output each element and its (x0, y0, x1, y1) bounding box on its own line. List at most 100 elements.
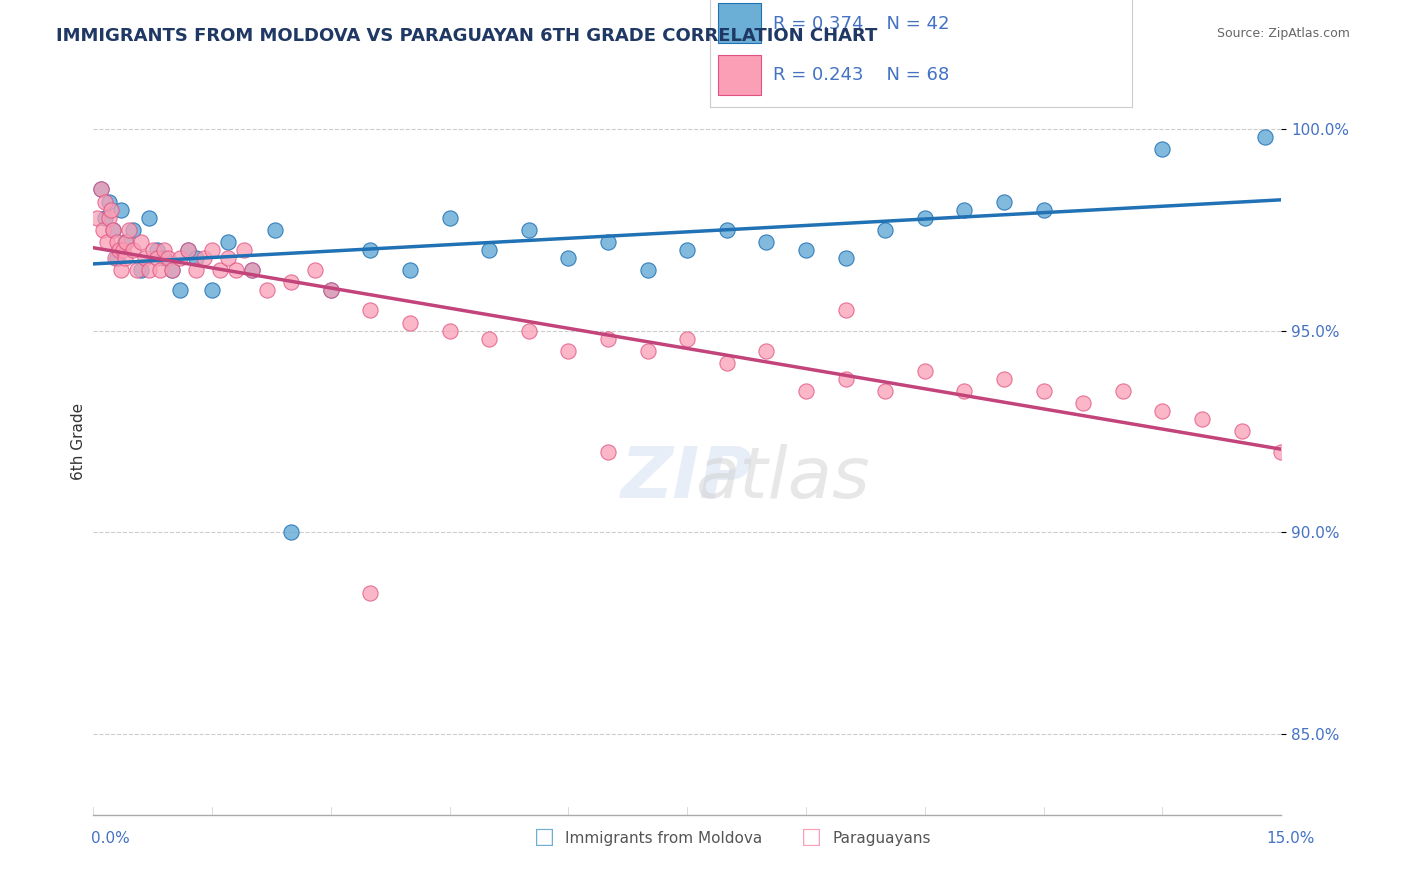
Point (153, 243, 176, 257)
Point (125, 263, 148, 277)
Point (145, 243, 167, 257)
Point (98, 194, 121, 209)
Point (110, 263, 132, 277)
Point (1112, 384, 1135, 398)
Point (794, 243, 817, 257)
Point (115, 235, 138, 249)
Point (280, 275, 302, 289)
Point (142, 243, 165, 257)
Point (439, 324, 461, 338)
Point (96, 235, 118, 249)
Point (755, 235, 778, 249)
Point (399, 263, 422, 277)
Point (359, 586, 381, 600)
Point (993, 194, 1015, 209)
Point (834, 251, 856, 265)
Point (478, 332, 501, 346)
Point (834, 303, 856, 318)
Point (240, 263, 263, 277)
Point (953, 202, 976, 217)
Point (138, 211, 160, 225)
Point (105, 251, 128, 265)
Point (201, 283, 224, 297)
Point (676, 332, 699, 346)
Point (110, 202, 132, 217)
Point (596, 332, 619, 346)
Point (1230, 425, 1253, 439)
Point (169, 283, 191, 297)
Point (217, 251, 239, 265)
Point (101, 223, 124, 237)
Point (319, 283, 342, 297)
Text: Immigrants from Moldova: Immigrants from Moldova (565, 831, 762, 846)
Point (114, 251, 136, 265)
Point (1152, 404, 1174, 418)
Point (1270, 444, 1292, 458)
Point (201, 243, 224, 257)
Point (557, 251, 579, 265)
Point (90, 182, 112, 196)
Point (596, 235, 619, 249)
Text: Source: ZipAtlas.com: Source: ZipAtlas.com (1216, 27, 1350, 40)
Point (1152, 142, 1174, 156)
Point (794, 384, 817, 398)
Point (359, 303, 381, 318)
Point (86, 211, 108, 225)
Text: □: □ (534, 827, 555, 847)
Point (596, 444, 619, 458)
Point (834, 372, 856, 386)
Text: R = 0.243    N = 68: R = 0.243 N = 68 (773, 66, 949, 84)
Text: IMMIGRANTS FROM MOLDOVA VS PARAGUAYAN 6TH GRADE CORRELATION CHART: IMMIGRANTS FROM MOLDOVA VS PARAGUAYAN 6T… (56, 27, 877, 45)
Point (256, 283, 278, 297)
Text: Paraguayans: Paraguayans (832, 831, 931, 846)
Point (121, 223, 143, 237)
Point (993, 372, 1015, 386)
Point (129, 263, 152, 277)
Point (716, 223, 738, 237)
Point (217, 235, 239, 249)
Text: 0.0%: 0.0% (91, 831, 131, 846)
Point (94, 194, 117, 209)
Point (280, 525, 302, 540)
Point (107, 243, 129, 257)
Text: atlas: atlas (695, 444, 869, 513)
Point (755, 343, 778, 358)
Point (517, 324, 540, 338)
Point (875, 384, 897, 398)
Point (399, 316, 422, 330)
Point (162, 263, 184, 277)
Point (1191, 412, 1213, 426)
Point (105, 235, 128, 249)
Point (177, 243, 200, 257)
Text: 15.0%: 15.0% (1267, 831, 1315, 846)
Point (953, 384, 976, 398)
Point (118, 223, 141, 237)
Point (225, 263, 247, 277)
Point (153, 251, 176, 265)
Point (914, 211, 936, 225)
Point (637, 263, 659, 277)
Point (637, 343, 659, 358)
Point (264, 223, 287, 237)
Point (91, 223, 114, 237)
Point (914, 364, 936, 378)
Point (232, 243, 254, 257)
Point (1071, 396, 1094, 410)
Point (193, 251, 215, 265)
Point (319, 283, 342, 297)
Point (478, 243, 501, 257)
Point (208, 263, 231, 277)
Point (162, 263, 184, 277)
Point (875, 223, 897, 237)
Point (129, 235, 152, 249)
Point (94, 211, 117, 225)
Point (517, 223, 540, 237)
Point (149, 263, 172, 277)
Text: R = 0.374    N = 42: R = 0.374 N = 42 (773, 14, 950, 32)
Point (169, 251, 191, 265)
Point (112, 243, 135, 257)
Point (1032, 384, 1054, 398)
Point (1254, 130, 1277, 145)
Point (101, 223, 124, 237)
Point (114, 235, 136, 249)
